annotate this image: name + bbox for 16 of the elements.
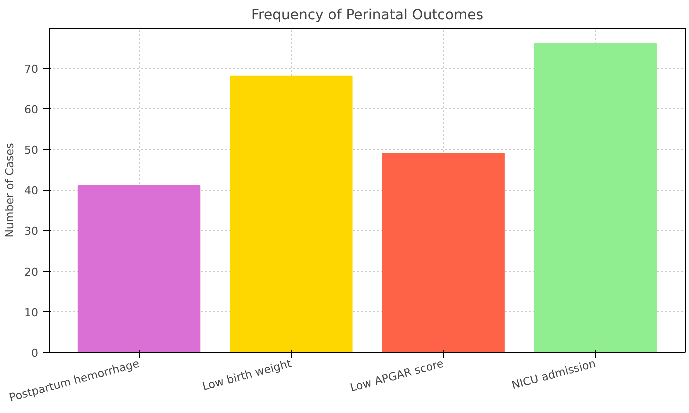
bar	[230, 76, 353, 352]
y-axis-title: Number of Cases	[4, 143, 17, 238]
y-tick-label: 70	[24, 62, 39, 76]
chart-title: Frequency of Perinatal Outcomes	[252, 8, 484, 24]
y-tick-label: 60	[24, 103, 39, 116]
y-tick-label: 40	[24, 184, 39, 198]
x-tick-label: Low birth weight	[201, 357, 294, 394]
y-tick-label: 20	[24, 266, 39, 279]
y-tick-label: 50	[24, 144, 39, 157]
y-tick-label: 30	[24, 225, 39, 238]
bar	[534, 43, 658, 352]
bar	[382, 153, 505, 352]
bar	[78, 186, 201, 352]
x-tick-label: Low APGAR score	[349, 357, 446, 395]
y-tick-label: 10	[24, 306, 39, 320]
y-tick-label: 0	[32, 347, 38, 360]
